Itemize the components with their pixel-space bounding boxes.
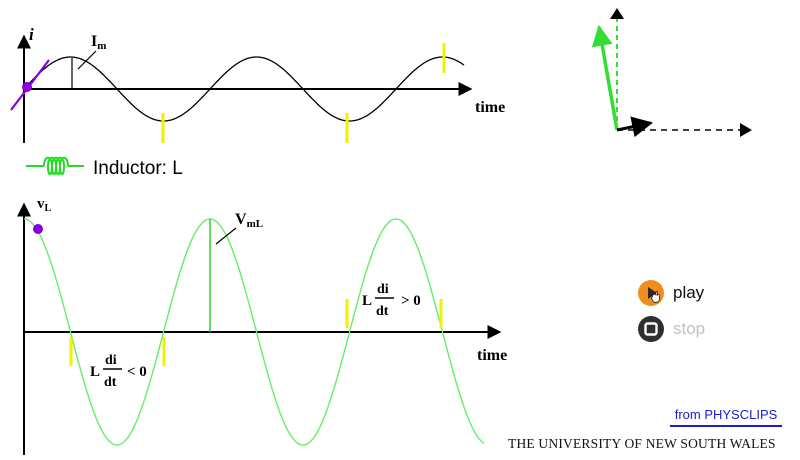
current-graph: i time Im [10,25,505,143]
negative-slope-annotation: L di dt < 0 [90,353,147,390]
svg-text:> 0: > 0 [401,293,421,309]
voltage-curve [23,218,485,446]
current-amplitude-pointer [77,50,97,70]
university-name: THE UNIVERSITY OF NEW SOUTH WALES [508,436,776,451]
current-y-axis-label: i [29,25,34,44]
inductor-legend: Inductor: L [26,156,183,179]
positive-slope-annotation: L di dt > 0 [362,282,421,319]
svg-text:dt: dt [376,304,389,319]
phasor-horizontal-arrowhead [740,123,752,137]
current-amplitude-label: Im [91,33,106,52]
current-curve [23,56,465,122]
inductor-coil-icon [26,156,84,176]
svg-text:L: L [362,293,372,309]
voltage-graph: vL time VmL L di dt < 0 L di dt > 0 [17,196,507,455]
physclips-link[interactable]: from PHYSCLIPS [670,407,782,427]
inductor-label: Inductor: L [93,158,183,179]
svg-text:dt: dt [104,375,117,390]
voltage-amplitude-label: VmL [235,211,263,230]
play-label[interactable]: play [673,283,705,302]
stop-label[interactable]: stop [673,319,706,338]
stop-button[interactable]: stop [638,316,705,342]
current-phasor [616,116,654,138]
play-icon[interactable] [638,280,664,306]
phasor-diagram [591,8,752,138]
voltage-phasor [591,24,619,131]
voltage-amplitude-pointer [215,227,237,245]
voltage-marker-dot [33,224,43,234]
phasor-vertical-arrowhead [610,8,624,19]
voltage-y-axis-label: vL [37,196,52,214]
svg-text:di: di [377,282,389,297]
svg-text:L: L [90,364,100,380]
voltage-x-axis-label: time [477,347,507,364]
current-x-axis-label: time [475,99,505,116]
stop-icon[interactable] [638,316,664,342]
play-button[interactable]: play [638,280,704,306]
svg-text:di: di [105,353,117,368]
current-marker-dot [22,82,32,92]
svg-text:< 0: < 0 [127,364,147,380]
